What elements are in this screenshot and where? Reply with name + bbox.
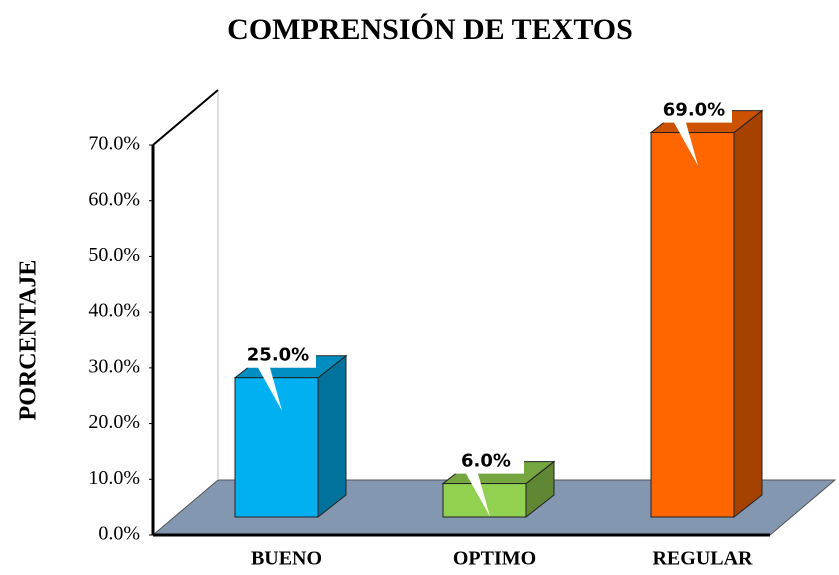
label-callout bbox=[448, 447, 524, 517]
y-tick-label: 60.0% bbox=[88, 188, 140, 210]
x-tick-label: REGULAR bbox=[652, 548, 753, 570]
x-tick-label: BUENO bbox=[251, 548, 322, 570]
y-tick-label: 10.0% bbox=[88, 467, 140, 489]
bar bbox=[650, 132, 735, 518]
label-callout bbox=[656, 96, 732, 166]
y-axis-label: PORCENTAJE bbox=[16, 260, 42, 421]
x-tick-label: OPTIMO bbox=[453, 548, 536, 570]
y-tick-label: 20.0% bbox=[88, 411, 140, 433]
y-tick-label: 50.0% bbox=[88, 244, 140, 266]
y-tick-label: 30.0% bbox=[88, 355, 140, 377]
bar bbox=[234, 377, 319, 518]
bar-side bbox=[317, 354, 347, 519]
data-label: 69.0% bbox=[663, 100, 725, 121]
y-tick-label: 0.0% bbox=[98, 523, 140, 545]
data-label: 25.0% bbox=[247, 345, 309, 366]
y-tick-label: 40.0% bbox=[88, 300, 140, 322]
axis-top bbox=[152, 89, 219, 146]
chart-title: COMPRENSIÓN DE TEXTOS bbox=[227, 13, 633, 46]
label-callout bbox=[240, 341, 316, 411]
bar-side bbox=[733, 109, 763, 519]
y-tick-label: 70.0% bbox=[88, 133, 140, 155]
data-label: 6.0% bbox=[461, 451, 511, 472]
